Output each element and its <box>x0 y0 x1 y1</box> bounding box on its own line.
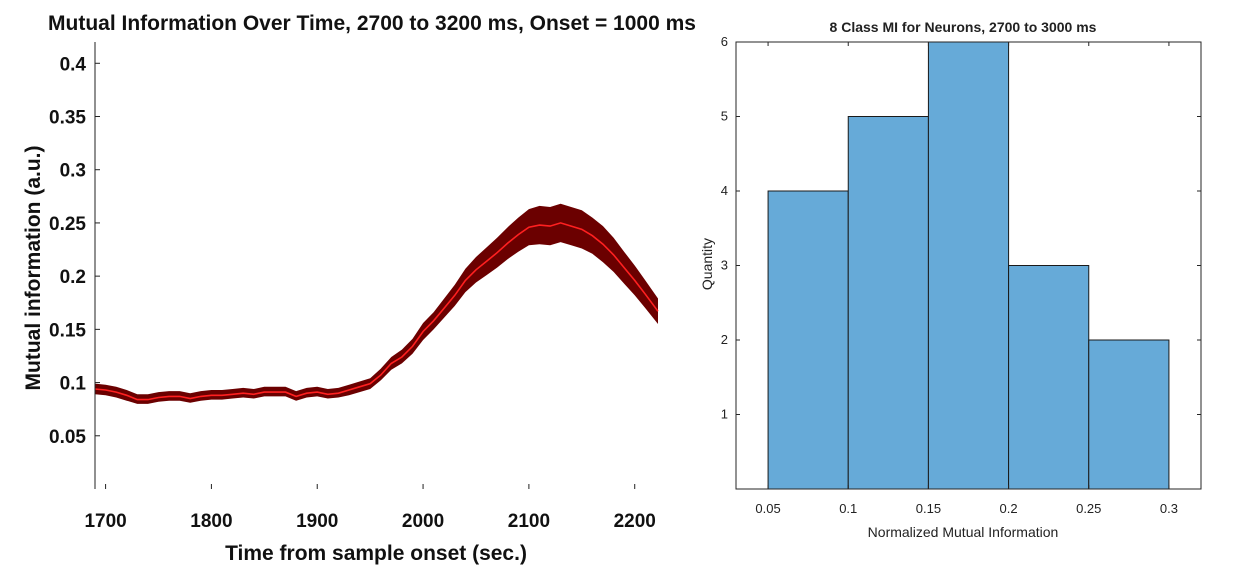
right-x-tick-label: 0.05 <box>755 501 780 516</box>
histogram-bars <box>767 41 1170 490</box>
histogram-bar <box>1088 339 1170 490</box>
left-plot-area <box>94 42 659 489</box>
right-y-ticks: 1 2 3 4 5 6 <box>721 34 1201 422</box>
right-x-ticks: 0.05 0.1 0.15 0.2 0.25 0.3 <box>755 42 1178 516</box>
left-x-axis-label: Time from sample onset (sec.) <box>225 542 527 565</box>
left-chart-title: Mutual Information Over Time, 2700 to 32… <box>48 12 696 35</box>
right-y-axis-label: Quantity <box>699 238 715 290</box>
left-y-tick-label: 0.1 <box>60 374 87 395</box>
left-x-tick-label: 2000 <box>402 511 444 532</box>
histogram-bar <box>847 116 929 490</box>
right-y-tick-label: 3 <box>721 258 728 273</box>
left-x-tick-label: 2100 <box>508 511 550 532</box>
left-y-tick-label: 0.35 <box>49 108 86 129</box>
right-x-tick-label: 0.2 <box>1000 501 1018 516</box>
left-x-tick-label: 1800 <box>190 511 232 532</box>
right-y-tick-label: 5 <box>721 109 728 124</box>
left-chart: Mutual Information Over Time, 2700 to 32… <box>22 12 696 565</box>
right-x-tick-label: 0.15 <box>916 501 941 516</box>
left-y-tick-label: 0.25 <box>49 214 86 235</box>
right-x-tick-label: 0.1 <box>839 501 857 516</box>
right-y-tick-label: 6 <box>721 34 728 49</box>
histogram-bar <box>1008 265 1090 490</box>
confidence-band <box>95 203 658 404</box>
histogram-bar <box>767 190 849 490</box>
left-y-tick-label: 0.05 <box>49 427 86 448</box>
left-y-tick-label: 0.4 <box>60 54 87 75</box>
left-y-tick-label: 0.2 <box>60 267 86 288</box>
right-y-tick-label: 4 <box>721 183 728 198</box>
left-y-tick-label: 0.15 <box>49 320 86 341</box>
right-x-tick-label: 0.25 <box>1076 501 1101 516</box>
left-y-tick-label: 0.3 <box>60 161 86 182</box>
histogram-bar <box>927 41 1010 490</box>
right-y-tick-label: 2 <box>721 332 728 347</box>
left-x-tick-label: 1700 <box>84 511 126 532</box>
left-x-tick-label: 2200 <box>614 511 656 532</box>
right-y-tick-label: 1 <box>721 407 728 422</box>
right-x-tick-label: 0.3 <box>1160 501 1178 516</box>
left-y-ticks: 0.05 0.1 0.15 0.2 0.25 0.3 0.35 0.4 <box>49 54 100 448</box>
right-x-axis-label: Normalized Mutual Information <box>868 524 1059 540</box>
left-x-ticks: 1700 1800 1900 2000 2100 2200 <box>84 484 656 532</box>
right-chart: 8 Class MI for Neurons, 2700 to 3000 ms … <box>699 19 1202 540</box>
right-chart-title: 8 Class MI for Neurons, 2700 to 3000 ms <box>830 19 1097 35</box>
mean-line <box>94 222 659 401</box>
left-x-tick-label: 1900 <box>296 511 338 532</box>
left-y-axis-label: Mutual information (a.u.) <box>22 146 45 391</box>
